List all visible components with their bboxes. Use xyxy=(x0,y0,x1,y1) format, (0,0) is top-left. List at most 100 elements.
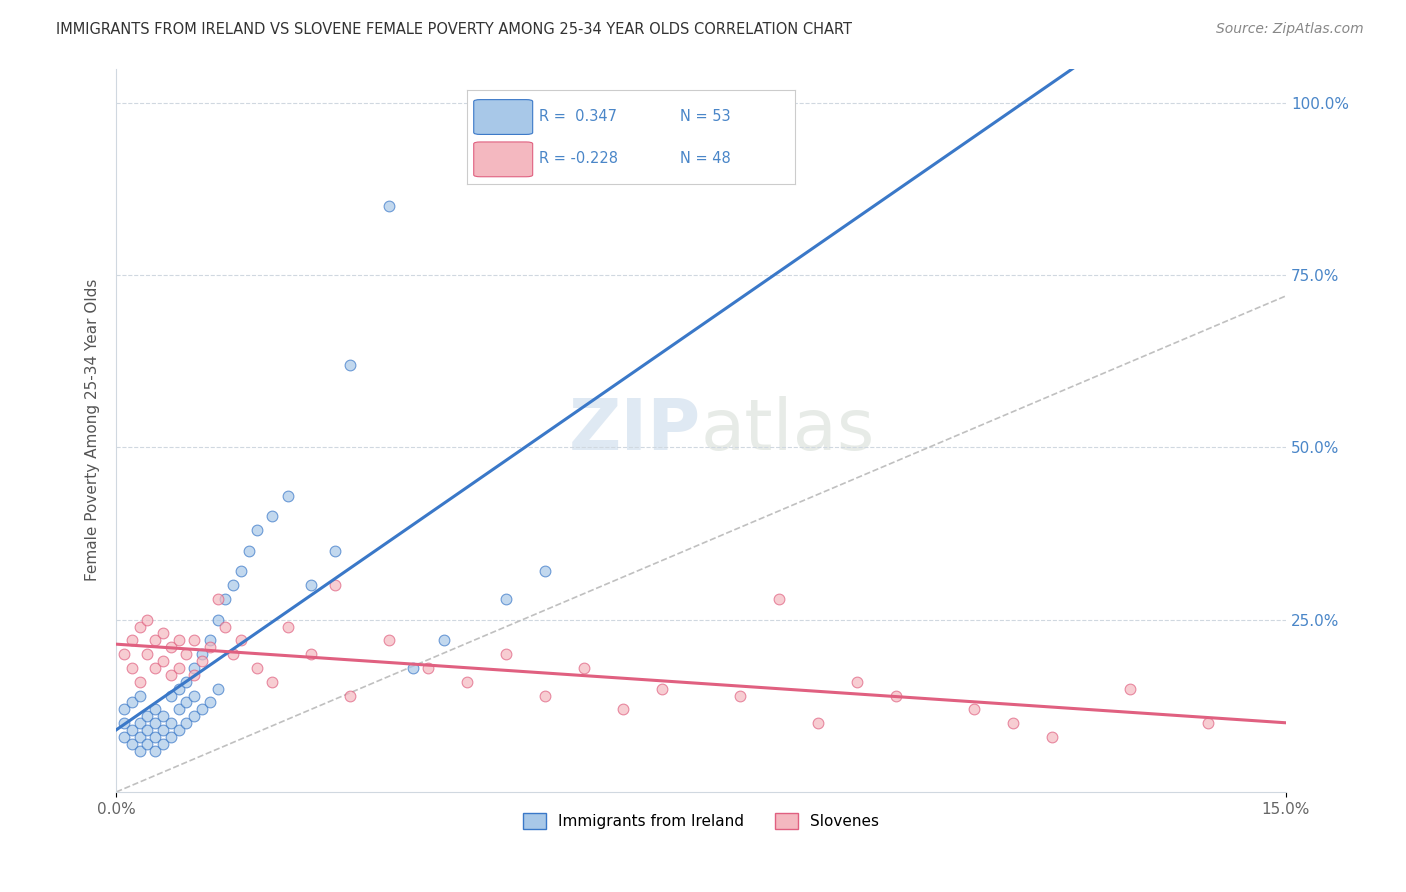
Point xyxy=(191,702,214,716)
Point xyxy=(136,737,159,751)
Point xyxy=(1002,716,1025,731)
Point xyxy=(572,661,595,675)
Point xyxy=(112,716,135,731)
Point xyxy=(128,716,150,731)
Point xyxy=(128,744,150,758)
Point xyxy=(277,489,299,503)
Point xyxy=(152,737,174,751)
Point xyxy=(183,668,205,682)
Point xyxy=(121,723,143,737)
Point xyxy=(534,689,557,703)
Point xyxy=(299,647,322,661)
Point xyxy=(207,613,229,627)
Point xyxy=(167,661,190,675)
Point xyxy=(262,509,284,524)
Point xyxy=(222,578,245,592)
Point xyxy=(456,674,478,689)
Point xyxy=(167,702,190,716)
Point xyxy=(207,592,229,607)
Point xyxy=(152,626,174,640)
Point xyxy=(378,633,401,648)
Point xyxy=(768,592,790,607)
Legend: Immigrants from Ireland, Slovenes: Immigrants from Ireland, Slovenes xyxy=(517,806,886,835)
Point xyxy=(183,633,205,648)
Point xyxy=(121,661,143,675)
Point xyxy=(167,681,190,696)
Point xyxy=(846,674,869,689)
Point xyxy=(112,647,135,661)
Point xyxy=(207,681,229,696)
Point xyxy=(183,661,205,675)
Point xyxy=(214,592,236,607)
Point xyxy=(1119,681,1142,696)
Point xyxy=(128,689,150,703)
Point xyxy=(323,578,346,592)
Point xyxy=(112,702,135,716)
Point xyxy=(183,709,205,723)
Point xyxy=(246,523,269,537)
Point xyxy=(121,737,143,751)
Point xyxy=(277,619,299,633)
Point xyxy=(160,730,183,744)
Point xyxy=(222,647,245,661)
Point xyxy=(884,689,907,703)
Point xyxy=(807,716,830,731)
Point xyxy=(323,544,346,558)
Y-axis label: Female Poverty Among 25-34 Year Olds: Female Poverty Among 25-34 Year Olds xyxy=(86,279,100,582)
Point xyxy=(378,199,401,213)
Text: IMMIGRANTS FROM IRELAND VS SLOVENE FEMALE POVERTY AMONG 25-34 YEAR OLDS CORRELAT: IMMIGRANTS FROM IRELAND VS SLOVENE FEMAL… xyxy=(56,22,852,37)
Point xyxy=(198,695,221,709)
Text: ZIP: ZIP xyxy=(569,396,702,465)
Point xyxy=(229,633,252,648)
Point xyxy=(136,613,159,627)
Point xyxy=(176,716,198,731)
Point xyxy=(167,633,190,648)
Point xyxy=(121,633,143,648)
Point xyxy=(191,647,214,661)
Point xyxy=(160,689,183,703)
Point xyxy=(339,689,361,703)
Point xyxy=(183,689,205,703)
Point xyxy=(176,674,198,689)
Point xyxy=(176,695,198,709)
Point xyxy=(299,578,322,592)
Point xyxy=(262,674,284,689)
Point xyxy=(198,640,221,655)
Point xyxy=(128,674,150,689)
Point xyxy=(401,661,423,675)
Point xyxy=(339,358,361,372)
Point xyxy=(167,723,190,737)
Point xyxy=(143,702,166,716)
Point xyxy=(136,723,159,737)
Point xyxy=(534,565,557,579)
Point xyxy=(495,592,517,607)
Point xyxy=(1197,716,1219,731)
Point xyxy=(121,695,143,709)
Point xyxy=(728,689,751,703)
Point xyxy=(136,647,159,661)
Point xyxy=(128,730,150,744)
Point xyxy=(963,702,986,716)
Point xyxy=(143,730,166,744)
Point xyxy=(143,633,166,648)
Point xyxy=(612,702,634,716)
Point xyxy=(238,544,260,558)
Point xyxy=(418,661,440,675)
Point xyxy=(143,716,166,731)
Point xyxy=(160,716,183,731)
Point xyxy=(112,730,135,744)
Point xyxy=(176,647,198,661)
Point xyxy=(495,647,517,661)
Point xyxy=(214,619,236,633)
Point xyxy=(152,709,174,723)
Point xyxy=(433,633,456,648)
Text: Source: ZipAtlas.com: Source: ZipAtlas.com xyxy=(1216,22,1364,37)
Point xyxy=(160,668,183,682)
Point xyxy=(229,565,252,579)
Point xyxy=(136,709,159,723)
Point xyxy=(143,744,166,758)
Point xyxy=(651,681,673,696)
Point xyxy=(198,633,221,648)
Point xyxy=(128,619,150,633)
Point xyxy=(191,654,214,668)
